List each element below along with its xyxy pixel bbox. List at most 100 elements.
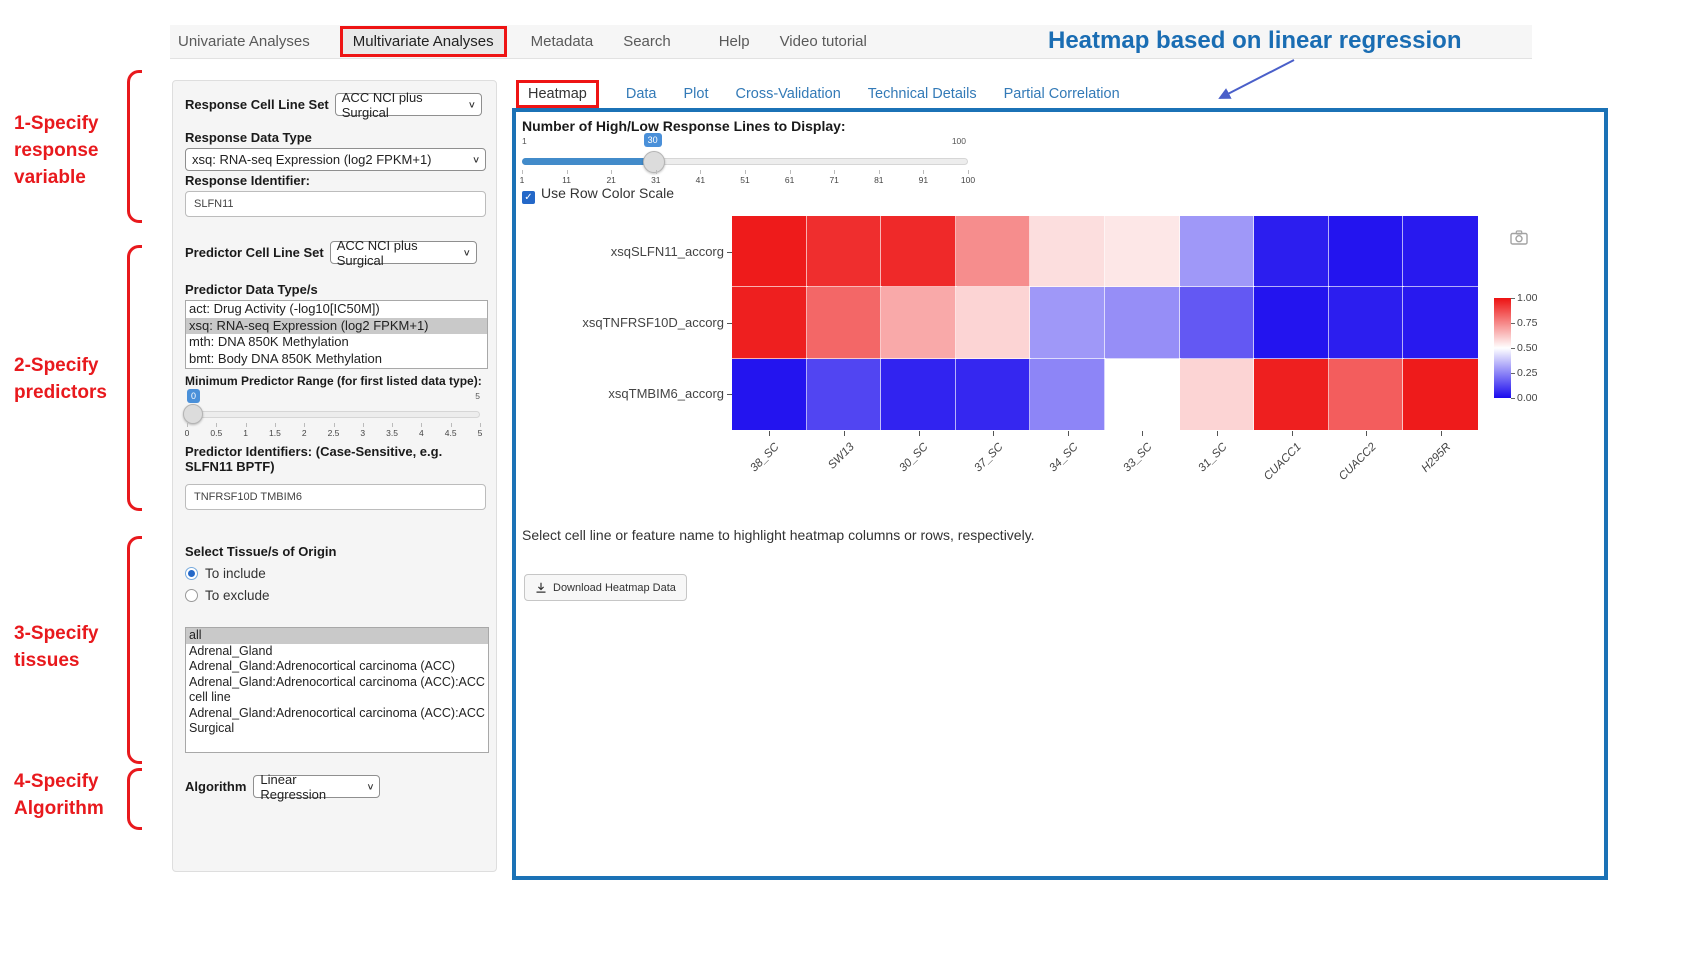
- algorithm-value: Linear Regression: [260, 771, 327, 802]
- tissue-option[interactable]: all: [186, 628, 488, 644]
- colorbar-tick-mark: [1511, 373, 1515, 374]
- heatmap-column-label[interactable]: SW13: [825, 441, 857, 472]
- heatmap-cell[interactable]: [1253, 357, 1330, 431]
- heatmap-column-label[interactable]: 30_SC: [897, 441, 931, 475]
- heatmap-cell[interactable]: [1402, 286, 1479, 360]
- heatmap-cell[interactable]: [954, 214, 1032, 289]
- heatmap-column-label[interactable]: CUACC1: [1262, 441, 1304, 483]
- range-slider-track[interactable]: [187, 411, 480, 418]
- tissue-option[interactable]: Adrenal_Gland: [189, 643, 273, 658]
- chevron-down-icon: ∨: [467, 100, 476, 110]
- heatmap-row-label[interactable]: xsqSLFN11_accorg: [610, 243, 724, 259]
- heatmap-grid[interactable]: [731, 214, 1479, 431]
- heatmap-column-label[interactable]: 31_SC: [1196, 441, 1230, 475]
- heatmap-cell[interactable]: [880, 286, 957, 360]
- download-heatmap-button[interactable]: Download Heatmap Data: [524, 574, 687, 601]
- heatmap-cell[interactable]: [1029, 357, 1106, 431]
- tissue-listbox[interactable]: all Adrenal_Gland Adrenal_Gland:Adrenocort…: [185, 627, 489, 753]
- predictor-cell-line-select[interactable]: ACC NCI plus Surgical ∨: [329, 238, 477, 268]
- heatmap-cell[interactable]: [1029, 286, 1106, 360]
- nav-item-help[interactable]: Help: [718, 33, 750, 50]
- tissue-exclude-radio[interactable]: To exclude: [185, 587, 270, 605]
- response-lines-slider-label: Number of High/Low Response Lines to Dis…: [522, 118, 846, 134]
- tick-label: 4.5: [444, 428, 457, 438]
- predictor-data-type-option[interactable]: act: Drug Activity (-log10[IC50M]): [189, 301, 380, 316]
- heatmap-cell[interactable]: [805, 286, 883, 360]
- tab-data[interactable]: Data: [625, 86, 657, 102]
- nav-item-search[interactable]: Search: [623, 33, 671, 50]
- heatmap-column-label[interactable]: H295R: [1419, 441, 1454, 475]
- heatmap-cell[interactable]: [1402, 357, 1479, 431]
- heatmap-column-label[interactable]: CUACC2: [1336, 441, 1379, 483]
- heatmap-cell[interactable]: [1178, 286, 1256, 360]
- tab-technical-details[interactable]: Technical Details: [867, 86, 977, 102]
- nav-item-video-tutorial[interactable]: Video tutorial: [779, 33, 867, 50]
- tissue-option[interactable]: Adrenal_Gland:Adrenocortical carcinoma (…: [189, 705, 485, 736]
- nav-item-metadata[interactable]: Metadata: [530, 33, 594, 50]
- heatmap-cell[interactable]: [805, 357, 883, 431]
- predictor-data-type-option[interactable]: mth: DNA 850K Methylation: [189, 334, 349, 349]
- heatmap-cell[interactable]: [954, 357, 1032, 431]
- tab-partial-correlation[interactable]: Partial Correlation: [1003, 86, 1120, 102]
- heatmap-cell[interactable]: [1327, 286, 1405, 360]
- heatmap-row-label[interactable]: xsqTNFRSF10D_accorg: [582, 315, 724, 330]
- heatmap-cell[interactable]: [1327, 214, 1405, 289]
- predictor-identifiers-label: Predictor Identifiers: (Case-Sensitive, …: [185, 444, 443, 474]
- tick-label: 3: [360, 428, 366, 438]
- row-color-scale-checkbox[interactable]: ✓ Use Row Color Scale: [522, 185, 674, 204]
- heatmap-cell[interactable]: [805, 214, 883, 289]
- predictor-data-type-listbox[interactable]: act: Drug Activity (-log10[IC50M]) xsq: R…: [185, 300, 488, 369]
- response-cell-line-select[interactable]: ACC NCI plus Surgical ∨: [334, 90, 482, 120]
- heatmap-column-label[interactable]: 37_SC: [972, 441, 1006, 475]
- colorbar-tick-mark: [1511, 298, 1515, 299]
- heatmap-cell[interactable]: [1178, 214, 1256, 289]
- annotation-line: 3-Specify: [14, 623, 99, 644]
- algorithm-select[interactable]: Linear Regression ∨: [253, 772, 381, 802]
- heatmap-cell[interactable]: [731, 357, 808, 431]
- range-slider-handle[interactable]: [183, 404, 203, 424]
- tissue-option[interactable]: Adrenal_Gland:Adrenocortical carcinoma (…: [189, 674, 485, 705]
- heatmap-column-label[interactable]: 34_SC: [1046, 441, 1081, 475]
- tick-label: 2.5: [327, 428, 340, 438]
- predictor-data-type-option[interactable]: xsq: RNA-seq Expression (log2 FPKM+1): [186, 317, 487, 334]
- heatmap-cell[interactable]: [1253, 286, 1330, 360]
- heatmap-column-label[interactable]: 33_SC: [1121, 441, 1155, 475]
- nav-item-univariate-analyses[interactable]: Univariate Analyses: [178, 33, 310, 50]
- heatmap-hint-text: Select cell line or feature name to high…: [522, 527, 1035, 543]
- tab-heatmap[interactable]: Heatmap: [516, 80, 599, 108]
- response-identifier-input[interactable]: [185, 191, 486, 217]
- heatmap-cell[interactable]: [1178, 357, 1256, 431]
- heatmap-cell[interactable]: [1104, 357, 1181, 431]
- slider-handle[interactable]: [642, 151, 665, 173]
- colorbar-tick-label: 0.25: [1517, 367, 1538, 379]
- tissue-option[interactable]: Adrenal_Gland:Adrenocortical carcinoma (…: [189, 659, 456, 673]
- tab-plot[interactable]: Plot: [683, 86, 709, 102]
- heatmap-cell[interactable]: [954, 286, 1032, 360]
- predictor-data-type-option[interactable]: bmt: Body DNA 850K Methylation: [189, 350, 382, 366]
- heatmap-cell[interactable]: [1104, 214, 1181, 289]
- response-lines-slider[interactable]: 1 100 30 1 11 21 31 41 51 61 71 81 91 100: [520, 132, 975, 188]
- min-predictor-range-slider[interactable]: 0 5 0 0.5 1 1.5 2 2.5 3 3.5 4 4.5 5: [183, 389, 482, 438]
- camera-icon[interactable]: [1510, 230, 1528, 245]
- heatmap-cell[interactable]: [1327, 357, 1405, 431]
- heatmap-cell[interactable]: [880, 357, 957, 431]
- result-tabs: Heatmap Data Plot Cross-Validation Technical…: [516, 80, 1120, 108]
- heatmap-cell[interactable]: [880, 214, 957, 289]
- heatmap-column-label[interactable]: 38_SC: [748, 441, 782, 475]
- heatmap-panel: Number of High/Low Response Lines to Dis…: [512, 108, 1608, 880]
- tick-label: 31: [651, 175, 661, 185]
- heatmap-cell[interactable]: [731, 286, 808, 360]
- heatmap-row-label[interactable]: xsqTMBIM6_accorg: [608, 386, 724, 402]
- top-nav: Univariate Analyses Multivariate Analyses…: [170, 25, 1532, 59]
- heatmap-cell[interactable]: [731, 214, 808, 289]
- heatmap-cell[interactable]: [1029, 214, 1106, 289]
- heatmap-cell[interactable]: [1104, 286, 1181, 360]
- predictor-identifiers-input[interactable]: [185, 484, 486, 510]
- heatmap-cell[interactable]: [1253, 214, 1330, 289]
- tissue-include-radio[interactable]: To include: [185, 565, 266, 583]
- response-data-type-select[interactable]: xsq: RNA-seq Expression (log2 FPKM+1) ∨: [185, 148, 486, 171]
- nav-item-multivariate-analyses[interactable]: Multivariate Analyses: [339, 26, 507, 57]
- tab-cross-validation[interactable]: Cross-Validation: [735, 86, 841, 102]
- heatmap-cell[interactable]: [1402, 214, 1479, 289]
- tick-mark: [187, 423, 188, 427]
